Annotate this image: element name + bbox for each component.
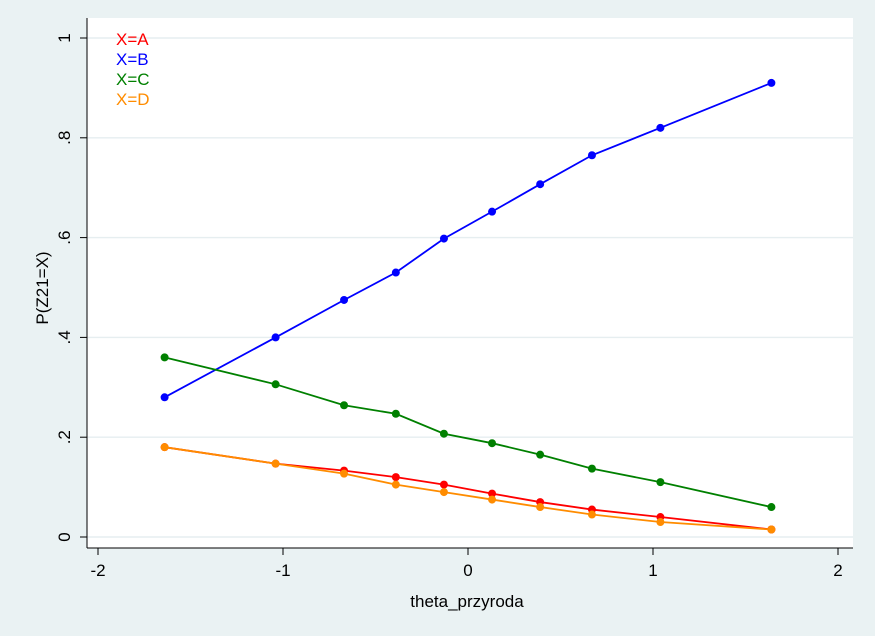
data-point [391, 480, 400, 489]
data-point [271, 459, 280, 468]
y-tick-label: .4 [55, 330, 74, 344]
data-point [767, 503, 776, 512]
y-axis-title: P(Z21=X) [33, 251, 52, 324]
data-point [391, 409, 400, 418]
data-point [439, 234, 448, 243]
series-line [164, 82, 772, 399]
series-layer [160, 78, 776, 534]
y-tick-label: 1 [55, 33, 74, 42]
data-point [271, 333, 280, 342]
x-tick-label: -1 [275, 561, 290, 580]
series-line [164, 446, 772, 531]
series-X=C [160, 353, 776, 512]
legend-entry-X=C: X=C [116, 70, 150, 89]
data-point [536, 180, 545, 189]
data-point [439, 480, 448, 489]
data-point [587, 151, 596, 160]
axes: 0 .2 .4 .6 .8 1 -2 -1 0 1 2 [55, 18, 853, 580]
grid-lines [87, 37, 853, 538]
data-point [767, 525, 776, 534]
data-point [439, 488, 448, 497]
series-X=D [160, 443, 776, 534]
data-point [488, 495, 497, 504]
plot-region [87, 18, 853, 548]
legend-entry-X=D: X=D [116, 90, 150, 109]
data-point [271, 380, 280, 389]
legend-entry-X=A: X=A [116, 30, 149, 49]
y-tick-label: 0 [55, 532, 74, 541]
data-point [160, 443, 169, 452]
data-point [767, 78, 776, 87]
data-point [160, 393, 169, 402]
series-line [164, 356, 772, 508]
x-tick-label: 2 [833, 561, 842, 580]
y-tick-label: .6 [55, 231, 74, 245]
data-point [340, 401, 349, 410]
series-line [164, 446, 772, 531]
data-point [488, 207, 497, 216]
x-tick-label: 0 [463, 561, 472, 580]
data-point [391, 473, 400, 482]
legend: X=AX=BX=CX=D [116, 30, 150, 109]
data-point [439, 429, 448, 438]
data-point [160, 353, 169, 362]
data-point [340, 295, 349, 304]
data-point [488, 439, 497, 448]
data-point [536, 503, 545, 512]
y-tick-label: .8 [55, 131, 74, 145]
series-X=B [160, 78, 776, 402]
legend-entry-X=B: X=B [116, 50, 149, 69]
data-point [587, 464, 596, 473]
x-tick-label: -2 [90, 561, 105, 580]
data-point [391, 268, 400, 277]
x-axis-title: theta_przyroda [410, 592, 524, 611]
y-tick-label: .2 [55, 430, 74, 444]
data-point [656, 123, 665, 132]
data-point [656, 478, 665, 487]
data-point [656, 518, 665, 527]
x-tick-label: 1 [648, 561, 657, 580]
data-point [536, 450, 545, 459]
data-point [340, 469, 349, 478]
data-point [488, 489, 497, 498]
data-point [587, 510, 596, 519]
